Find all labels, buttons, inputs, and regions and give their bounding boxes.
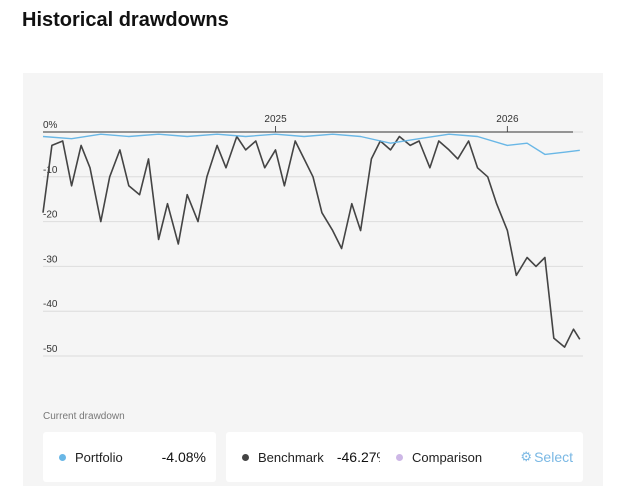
comparison-dot (396, 453, 403, 461)
y-tick-label: -30 (43, 254, 58, 265)
select-comparison-button[interactable]: ⚙ Select (520, 449, 573, 465)
comparison-card: Comparison ⚙ Select (380, 432, 583, 482)
axis-ticks: 0% -10 -20 -30 -40 -50 2025 2026 (43, 114, 573, 355)
benchmark-label: Benchmark (258, 449, 324, 465)
page-title: Historical drawdowns (22, 9, 229, 31)
current-drawdown-label: Current drawdown (43, 411, 125, 422)
benchmark-line (42, 135, 581, 348)
y-tick-label: -10 (43, 165, 58, 176)
y-tick-label: -20 (43, 210, 58, 221)
portfolio-card: Portfolio -4.08% (43, 432, 216, 482)
portfolio-line (42, 133, 580, 156)
series (42, 133, 581, 348)
portfolio-dot (59, 453, 66, 461)
benchmark-card: Benchmark -46.27% (226, 432, 399, 482)
portfolio-label: Portfolio (75, 449, 123, 465)
drawdown-chart: 0% -10 -20 -30 -40 -50 2025 2026 (42, 114, 583, 357)
y-tick-label: 0% (43, 120, 58, 131)
select-label: Select (534, 449, 573, 465)
benchmark-value: -46.27% (336, 449, 389, 465)
comparison-label: Comparison (412, 449, 483, 465)
x-tick-label: 2025 (264, 114, 287, 125)
x-tick-label: 2026 (496, 114, 519, 125)
benchmark-dot (242, 453, 249, 461)
gear-icon: ⚙ (520, 449, 533, 464)
portfolio-value: -4.08% (161, 449, 206, 465)
drawdown-panel: 0% -10 -20 -30 -40 -50 2025 2026 Current drawdo… (23, 73, 603, 486)
y-tick-label: -40 (43, 299, 58, 310)
y-tick-label: -50 (43, 344, 58, 355)
